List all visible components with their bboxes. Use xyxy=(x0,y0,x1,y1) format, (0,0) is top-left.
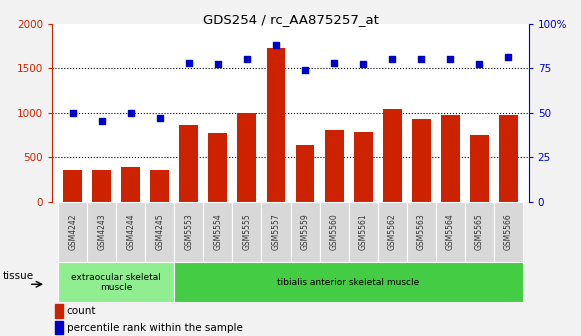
Text: extraocular skeletal
muscle: extraocular skeletal muscle xyxy=(71,272,161,292)
Text: GSM5553: GSM5553 xyxy=(184,213,193,250)
Text: GSM5565: GSM5565 xyxy=(475,213,484,250)
Bar xyxy=(238,114,256,202)
Point xyxy=(155,115,164,121)
Text: count: count xyxy=(67,306,96,316)
Bar xyxy=(63,170,82,202)
Text: GSM4243: GSM4243 xyxy=(97,213,106,250)
Text: GSM4242: GSM4242 xyxy=(68,214,77,250)
Point xyxy=(68,110,77,115)
Point xyxy=(504,55,513,60)
FancyBboxPatch shape xyxy=(378,202,407,262)
Point xyxy=(126,110,135,115)
Text: GSM5561: GSM5561 xyxy=(358,213,368,250)
Text: GSM5554: GSM5554 xyxy=(213,213,223,250)
Text: GSM5555: GSM5555 xyxy=(242,213,252,250)
Bar xyxy=(325,130,343,202)
Text: tibialis anterior skeletal muscle: tibialis anterior skeletal muscle xyxy=(278,278,419,287)
FancyBboxPatch shape xyxy=(174,262,523,302)
Bar xyxy=(150,170,169,202)
Bar xyxy=(470,135,489,202)
Bar xyxy=(180,125,198,202)
Bar xyxy=(55,321,63,334)
Point xyxy=(446,56,455,62)
Point xyxy=(184,60,193,66)
Bar xyxy=(296,144,314,202)
Bar xyxy=(499,115,518,202)
FancyBboxPatch shape xyxy=(320,202,349,262)
FancyBboxPatch shape xyxy=(58,202,87,262)
Bar xyxy=(412,119,431,202)
FancyBboxPatch shape xyxy=(349,202,378,262)
Point xyxy=(271,42,281,48)
Point xyxy=(242,56,252,62)
Point xyxy=(300,67,310,73)
Text: GSM5566: GSM5566 xyxy=(504,213,513,250)
FancyBboxPatch shape xyxy=(58,262,174,302)
FancyBboxPatch shape xyxy=(465,202,494,262)
Text: GSM4244: GSM4244 xyxy=(126,213,135,250)
Text: GSM5564: GSM5564 xyxy=(446,213,455,250)
FancyBboxPatch shape xyxy=(261,202,290,262)
Bar xyxy=(267,48,285,202)
Point xyxy=(475,62,484,67)
Text: percentile rank within the sample: percentile rank within the sample xyxy=(67,323,242,333)
FancyBboxPatch shape xyxy=(232,202,261,262)
Text: GSM5557: GSM5557 xyxy=(271,213,281,250)
Bar xyxy=(55,304,63,318)
FancyBboxPatch shape xyxy=(174,202,203,262)
FancyBboxPatch shape xyxy=(116,202,145,262)
Bar xyxy=(441,115,460,202)
Point xyxy=(213,62,223,67)
FancyBboxPatch shape xyxy=(436,202,465,262)
FancyBboxPatch shape xyxy=(145,202,174,262)
FancyBboxPatch shape xyxy=(407,202,436,262)
FancyBboxPatch shape xyxy=(87,202,116,262)
FancyBboxPatch shape xyxy=(203,202,232,262)
Point xyxy=(417,56,426,62)
FancyBboxPatch shape xyxy=(290,202,320,262)
FancyBboxPatch shape xyxy=(494,202,523,262)
Point xyxy=(388,56,397,62)
Point xyxy=(97,119,106,124)
Text: GSM4245: GSM4245 xyxy=(155,213,164,250)
Text: GSM5559: GSM5559 xyxy=(300,213,310,250)
Bar xyxy=(383,109,401,202)
Bar xyxy=(354,132,372,202)
Point xyxy=(329,60,339,66)
Bar xyxy=(121,167,140,202)
Point xyxy=(358,62,368,67)
Bar xyxy=(209,133,227,202)
Text: GSM5563: GSM5563 xyxy=(417,213,426,250)
Text: GSM5560: GSM5560 xyxy=(329,213,339,250)
Text: GSM5562: GSM5562 xyxy=(388,213,397,250)
Text: tissue: tissue xyxy=(3,270,34,281)
Bar xyxy=(92,170,111,202)
Text: GDS254 / rc_AA875257_at: GDS254 / rc_AA875257_at xyxy=(203,13,378,27)
